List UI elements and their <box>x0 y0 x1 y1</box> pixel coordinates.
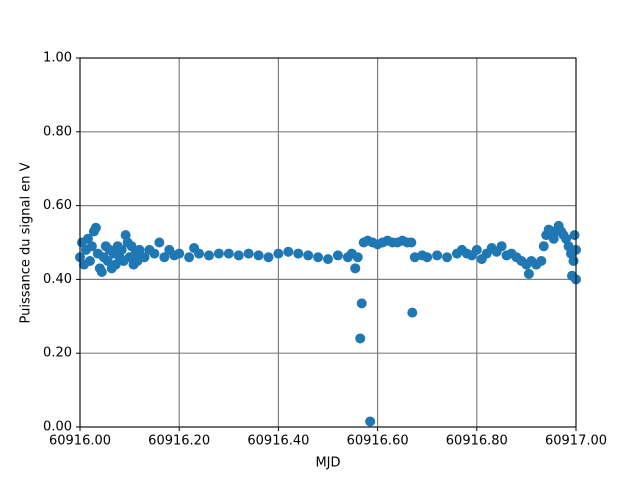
point <box>126 241 137 252</box>
point <box>422 252 433 263</box>
point <box>134 244 145 255</box>
point <box>154 237 165 248</box>
point <box>365 416 376 427</box>
y-tick-label: 0.00 <box>43 420 72 435</box>
point <box>283 246 294 257</box>
point <box>432 250 443 261</box>
y-axis-label: Puissance du signal en V <box>19 162 34 323</box>
point <box>442 252 453 263</box>
point <box>243 248 254 259</box>
point <box>293 248 304 259</box>
point <box>273 248 284 259</box>
x-tick-label: 60916.00 <box>49 434 111 449</box>
point <box>82 233 93 244</box>
point <box>323 254 333 265</box>
y-tick-label: 0.20 <box>43 346 72 361</box>
point <box>194 248 205 259</box>
point <box>263 252 274 263</box>
point <box>174 248 185 259</box>
point <box>303 250 314 261</box>
point <box>407 307 418 318</box>
point <box>159 252 170 263</box>
y-tick-label: 0.80 <box>43 124 72 139</box>
x-tick-label: 60916.20 <box>148 434 210 449</box>
point <box>90 222 101 233</box>
point <box>355 333 366 344</box>
point <box>350 263 361 274</box>
point <box>233 250 244 261</box>
y-tick-label: 0.40 <box>43 272 72 287</box>
x-tick-label: 60917.00 <box>545 434 607 449</box>
point <box>536 255 547 266</box>
y-tick-label: 1.00 <box>43 51 72 66</box>
point <box>313 252 324 263</box>
point <box>568 255 579 266</box>
x-axis-label: MJD <box>315 456 340 471</box>
point <box>406 237 417 248</box>
point <box>149 248 160 259</box>
point <box>569 230 580 241</box>
point <box>356 298 367 309</box>
point <box>86 241 97 252</box>
y-tick-label: 0.60 <box>43 198 72 213</box>
point <box>139 252 150 263</box>
point <box>110 259 121 270</box>
point <box>203 250 214 261</box>
x-tick-label: 60916.60 <box>347 434 409 449</box>
point <box>471 244 482 255</box>
point <box>102 255 113 266</box>
point <box>253 250 264 261</box>
point <box>523 268 534 279</box>
point <box>332 250 343 261</box>
point <box>96 267 107 278</box>
point <box>352 252 363 263</box>
point <box>116 244 127 255</box>
point <box>213 248 224 259</box>
x-tick-label: 60916.80 <box>446 434 508 449</box>
point <box>223 248 234 259</box>
x-tick-label: 60916.40 <box>247 434 309 449</box>
point <box>184 252 195 263</box>
point <box>84 255 95 266</box>
point <box>496 241 507 252</box>
point <box>538 241 549 252</box>
plot-frame <box>79 57 577 428</box>
